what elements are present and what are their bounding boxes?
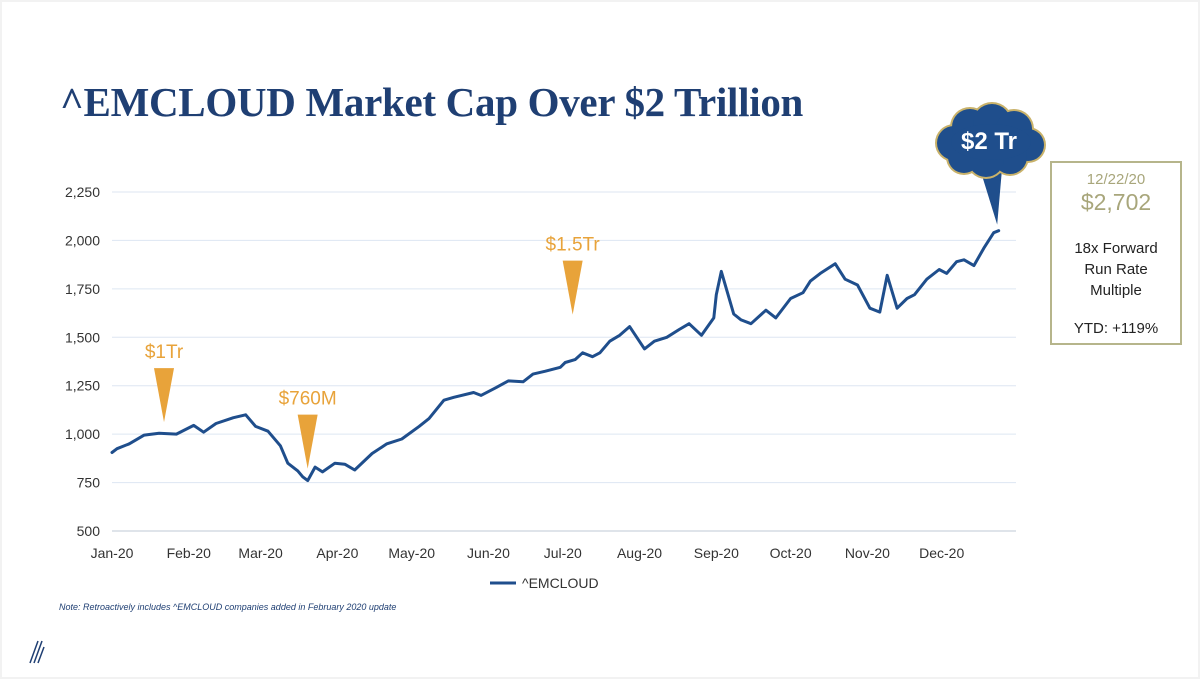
annotation-arrow (562, 260, 583, 315)
legend-label: ^EMCLOUD (522, 575, 599, 591)
y-tick-label: 750 (77, 475, 101, 491)
stripes-logo-icon (29, 640, 45, 664)
annotation-label: $760M (279, 389, 337, 410)
y-tick-label: 1,750 (65, 281, 100, 297)
y-tick-label: 500 (77, 523, 101, 539)
y-tick-label: 1,000 (65, 426, 100, 442)
annotation-arrow (297, 414, 318, 469)
info-description-line: 18x Forward (1074, 240, 1158, 257)
annotation-label: $1Tr (145, 342, 184, 363)
cloud-body (951, 124, 1031, 160)
x-tick-label: Jun-20 (467, 545, 510, 561)
legend: ^EMCLOUD (490, 575, 599, 591)
x-tick-label: Dec-20 (919, 545, 964, 561)
info-description-line: Run Rate (1084, 261, 1148, 278)
x-tick-label: Oct-20 (770, 545, 812, 561)
series-line (110, 229, 1001, 483)
info-value: $2,702 (1080, 189, 1152, 215)
slide-title: ^EMCLOUD Market Cap Over $2 Trillion (60, 79, 804, 125)
x-tick-label: Jan-20 (91, 545, 134, 561)
x-tick-label: Feb-20 (167, 545, 212, 561)
y-tick-label: 1,500 (65, 329, 100, 345)
info-date: 12/22/20 (1086, 171, 1146, 188)
info-description: 18x Forward Run Rate Multiple (1052, 238, 1180, 301)
callout-label: $2 Tr (961, 128, 1017, 155)
x-tick-label: Sep-20 (694, 545, 739, 561)
y-tick-label: 2,000 (65, 232, 100, 248)
annotation-arrow (154, 368, 175, 423)
footnote: Note: Retroactively includes ^EMCLOUD co… (59, 602, 397, 612)
x-tick-label: Jul-20 (544, 545, 582, 561)
y-tick-label: 1,250 (65, 378, 100, 394)
market-cap-chart: 500 750 1,000 1,250 1,500 1,750 2,000 2,250 Jan-… (65, 102, 1046, 591)
annotation-label: $1.5Tr (546, 235, 601, 256)
callout-arrow (980, 169, 1002, 225)
x-tick-label: Nov-20 (845, 545, 890, 561)
x-tick-label: May-20 (388, 545, 435, 561)
x-tick-label: Mar-20 (238, 545, 283, 561)
callout-cloud: $2 Tr (935, 102, 1046, 225)
x-tick-label: Apr-20 (316, 545, 358, 561)
y-tick-label: 2,250 (65, 184, 100, 200)
info-description-line: Multiple (1090, 282, 1142, 299)
info-ytd: YTD: +119% (1073, 320, 1159, 337)
info-box: 12/22/20 $2,702 18x Forward Run Rate Mul… (1050, 161, 1182, 345)
x-tick-label: Aug-20 (617, 545, 662, 561)
